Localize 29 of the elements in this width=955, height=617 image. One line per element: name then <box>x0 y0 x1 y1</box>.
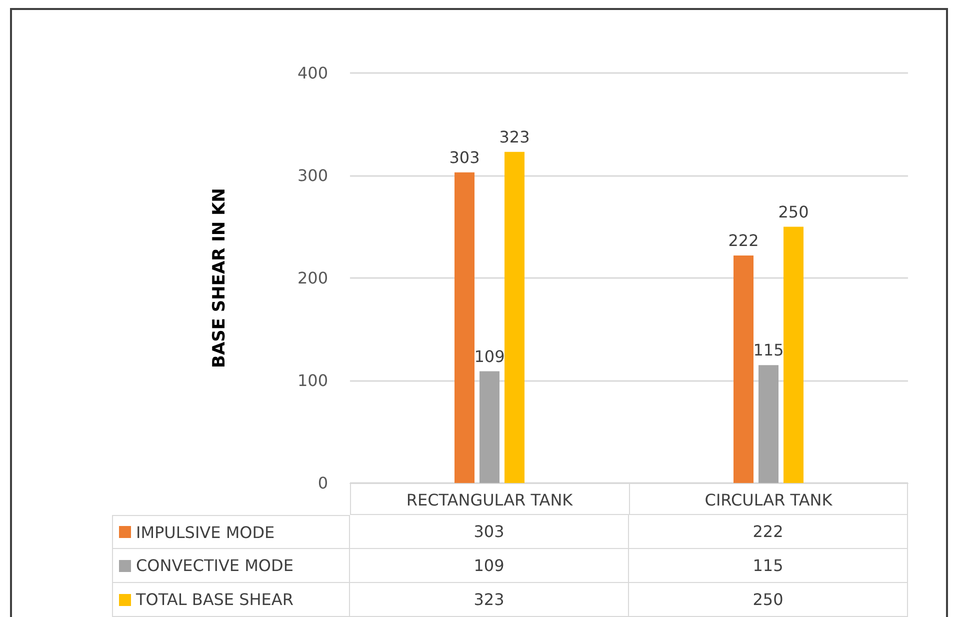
annotation: 250 <box>778 202 809 222</box>
x-tick-label: RECTANGULAR TANK <box>406 490 574 510</box>
bar <box>504 152 524 483</box>
data-label: 323 <box>474 590 504 609</box>
bar <box>784 226 804 483</box>
y-tick-label: 200 <box>297 268 328 288</box>
annotation: 222 <box>728 230 759 250</box>
legend-label: IMPULSIVE MODE <box>136 522 275 542</box>
bar <box>734 255 754 483</box>
data-label: 115 <box>752 556 784 575</box>
y-axis-title: BASE SHEAR IN KN <box>210 188 230 368</box>
data-label: 303 <box>474 522 504 541</box>
legend-label: CONVECTIVE MODE <box>136 556 294 575</box>
data-label: 222 <box>752 522 784 541</box>
annotation: 109 <box>474 346 505 366</box>
annotation: 303 <box>449 148 480 167</box>
y-tick-label: 100 <box>297 371 328 390</box>
y-tick-label: 0 <box>318 474 328 492</box>
bar <box>454 172 474 483</box>
annotation: 115 <box>753 340 784 360</box>
legend-label: TOTAL BASE SHEAR <box>136 590 294 609</box>
x-tick-label: CIRCULAR TANK <box>704 490 833 510</box>
y-tick-label: 300 <box>297 166 328 185</box>
annotation: 323 <box>499 127 530 146</box>
data-label: 109 <box>474 556 504 575</box>
bar <box>758 365 778 483</box>
bar <box>480 371 500 483</box>
data-label: 250 <box>752 590 784 609</box>
y-tick-label: 400 <box>297 64 328 82</box>
